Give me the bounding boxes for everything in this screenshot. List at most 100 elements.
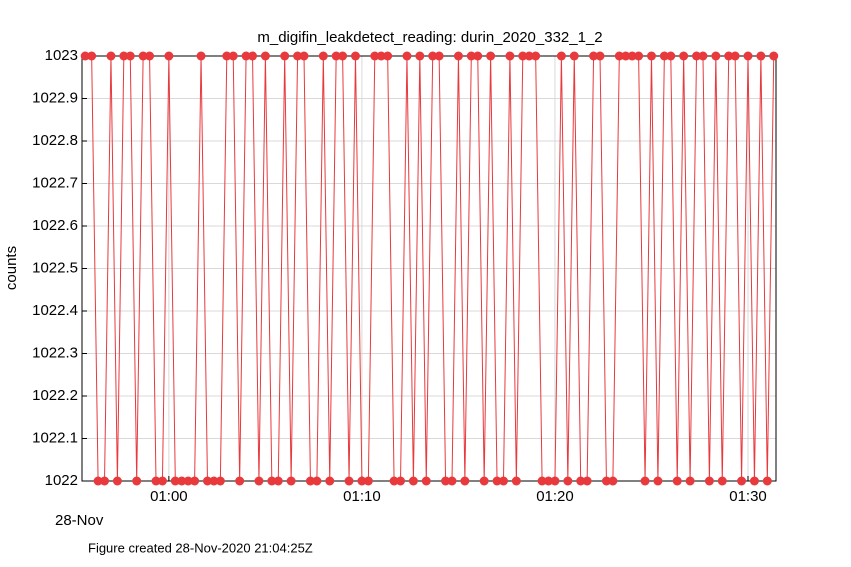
y-tick-label: 1023: [45, 47, 78, 64]
data-point: [132, 476, 142, 486]
data-point: [325, 476, 335, 486]
data-point: [518, 51, 528, 61]
data-point: [318, 51, 328, 61]
data-point: [679, 51, 689, 61]
y-tick-label: 1022.1: [32, 429, 78, 446]
data-point: [556, 51, 566, 61]
data-point: [305, 476, 315, 486]
data-point: [344, 476, 354, 486]
data-point: [286, 476, 296, 486]
data-point: [125, 51, 135, 61]
data-point: [396, 476, 406, 486]
data-point: [640, 476, 650, 486]
data-point: [692, 51, 702, 61]
data-point: [215, 476, 225, 486]
data-point: [743, 51, 753, 61]
data-point: [408, 476, 418, 486]
data-point: [730, 51, 740, 61]
data-point: [756, 51, 766, 61]
data-point: [119, 51, 129, 61]
data-point: [402, 51, 412, 61]
data-point: [505, 51, 515, 61]
data-point: [537, 476, 547, 486]
y-tick-label: 1022.6: [32, 217, 78, 234]
data-point: [273, 476, 283, 486]
data-point: [698, 51, 708, 61]
data-point: [531, 51, 541, 61]
data-point: [434, 51, 444, 61]
data-point: [241, 51, 251, 61]
data-point: [492, 476, 502, 486]
data-point: [370, 51, 380, 61]
data-point: [80, 51, 90, 61]
data-point: [112, 476, 122, 486]
data-point: [646, 51, 656, 61]
data-point: [582, 476, 592, 486]
data-point: [293, 51, 303, 61]
x-tick-label: 01:10: [343, 488, 381, 505]
data-point: [190, 476, 200, 486]
data-point: [717, 476, 727, 486]
data-point: [685, 476, 695, 486]
data-point: [93, 476, 103, 486]
data-point: [421, 476, 431, 486]
data-point: [608, 476, 618, 486]
data-point: [260, 51, 270, 61]
data-point: [666, 51, 676, 61]
data-point: [376, 51, 386, 61]
data-point: [428, 51, 438, 61]
data-point: [466, 51, 476, 61]
data-point: [498, 476, 508, 486]
y-tick-label: 1022.8: [32, 132, 78, 149]
data-point: [331, 51, 341, 61]
data-point: [164, 51, 174, 61]
data-point: [338, 51, 348, 61]
data-point: [621, 51, 631, 61]
date-label: 28-Nov: [55, 512, 104, 529]
data-point: [563, 476, 573, 486]
data-point: [672, 476, 682, 486]
data-line: [85, 55, 775, 482]
data-point: [415, 51, 425, 61]
data-point: [254, 476, 264, 486]
data-point: [383, 51, 393, 61]
y-tick-label: 1022.9: [32, 89, 78, 106]
data-point: [363, 476, 373, 486]
data-point: [511, 476, 521, 486]
x-tick-label: 01:30: [729, 488, 767, 505]
data-point: [569, 51, 579, 61]
data-point: [202, 476, 212, 486]
data-point: [453, 51, 463, 61]
data-point: [614, 51, 624, 61]
y-tick-label: 1022.2: [32, 387, 78, 404]
data-point: [267, 476, 277, 486]
data-point: [209, 476, 219, 486]
data-point: [627, 51, 637, 61]
data-point: [473, 51, 483, 61]
data-point: [350, 51, 360, 61]
y-axis-label: counts: [3, 246, 20, 290]
data-point: [389, 476, 399, 486]
data-point: [280, 51, 290, 61]
data-point: [769, 51, 779, 61]
data-point: [749, 476, 759, 486]
data-point: [441, 476, 451, 486]
data-point: [653, 476, 663, 486]
data-point: [595, 51, 605, 61]
data-point: [711, 51, 721, 61]
data-point: [170, 476, 180, 486]
y-tick-label: 1022.7: [32, 174, 78, 191]
data-point: [312, 476, 322, 486]
data-point: [601, 476, 611, 486]
y-tick-label: 1022: [45, 472, 78, 489]
data-point: [183, 476, 193, 486]
footer: Figure created 28-Nov-2020 21:04:25Z: [88, 540, 313, 555]
data-point: [177, 476, 187, 486]
data-point: [196, 51, 206, 61]
data-point: [479, 476, 489, 486]
data-point: [100, 476, 110, 486]
data-point: [145, 51, 155, 61]
data-point: [659, 51, 669, 61]
